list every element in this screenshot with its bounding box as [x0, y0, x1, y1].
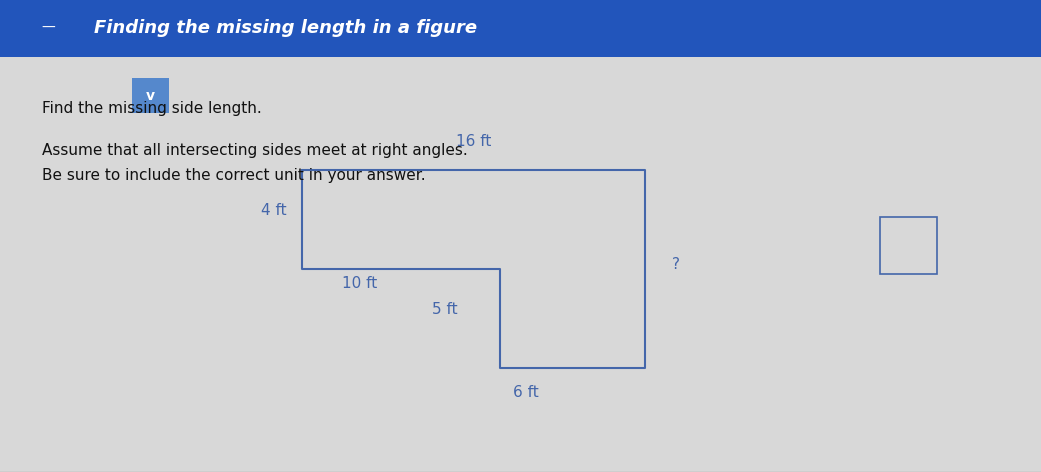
Text: 5 ft: 5 ft [432, 302, 458, 317]
FancyBboxPatch shape [0, 0, 1041, 57]
Text: ?: ? [671, 257, 680, 272]
FancyBboxPatch shape [880, 217, 937, 274]
Text: 4 ft: 4 ft [260, 202, 286, 218]
Text: v: v [146, 89, 154, 103]
Text: Assume that all intersecting sides meet at right angles.
Be sure to include the : Assume that all intersecting sides meet … [42, 143, 467, 183]
FancyBboxPatch shape [132, 78, 169, 113]
Text: 10 ft: 10 ft [341, 276, 377, 291]
Text: 6 ft: 6 ft [513, 385, 538, 400]
Text: Find the missing side length.: Find the missing side length. [42, 101, 261, 116]
Text: 16 ft: 16 ft [456, 134, 491, 149]
Text: Finding the missing length in a figure: Finding the missing length in a figure [94, 19, 477, 37]
Text: —: — [42, 21, 55, 35]
